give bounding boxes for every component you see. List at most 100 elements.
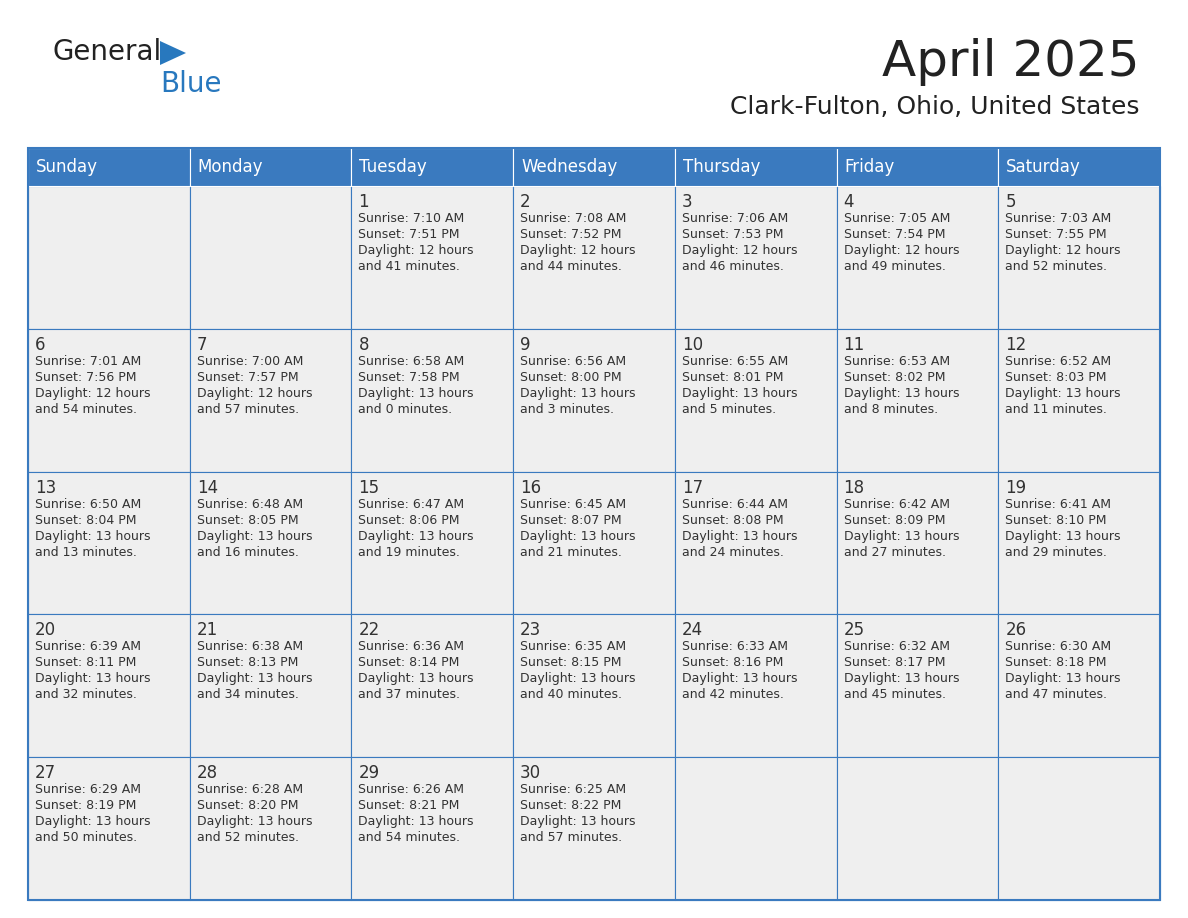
Text: Sunset: 8:07 PM: Sunset: 8:07 PM: [520, 513, 621, 527]
Text: Sunrise: 6:53 AM: Sunrise: 6:53 AM: [843, 354, 949, 368]
Text: Sunset: 8:04 PM: Sunset: 8:04 PM: [34, 513, 137, 527]
Text: 7: 7: [197, 336, 207, 353]
Text: Sunrise: 6:28 AM: Sunrise: 6:28 AM: [197, 783, 303, 796]
Bar: [998, 329, 1159, 472]
Text: Sunrise: 7:00 AM: Sunrise: 7:00 AM: [197, 354, 303, 368]
Bar: [352, 757, 513, 900]
Text: Daylight: 13 hours: Daylight: 13 hours: [359, 530, 474, 543]
Text: 14: 14: [197, 478, 217, 497]
Text: and 24 minutes.: and 24 minutes.: [682, 545, 784, 558]
Text: Blue: Blue: [160, 70, 221, 98]
Bar: [190, 186, 352, 329]
Text: 10: 10: [682, 336, 703, 353]
Text: 26: 26: [1005, 621, 1026, 640]
Text: Sunrise: 6:45 AM: Sunrise: 6:45 AM: [520, 498, 626, 510]
Text: and 5 minutes.: and 5 minutes.: [682, 403, 776, 416]
Text: Sunday: Sunday: [36, 158, 97, 176]
Text: Sunset: 8:10 PM: Sunset: 8:10 PM: [1005, 513, 1107, 527]
Text: Sunset: 8:16 PM: Sunset: 8:16 PM: [682, 656, 783, 669]
Text: 2: 2: [520, 193, 531, 211]
Text: 22: 22: [359, 621, 380, 640]
Text: and 37 minutes.: and 37 minutes.: [359, 688, 461, 701]
Bar: [836, 186, 998, 329]
Text: Sunset: 8:01 PM: Sunset: 8:01 PM: [682, 371, 783, 384]
Bar: [190, 329, 352, 472]
Text: Sunrise: 6:55 AM: Sunrise: 6:55 AM: [682, 354, 788, 368]
Text: Sunrise: 7:10 AM: Sunrise: 7:10 AM: [359, 212, 465, 225]
Text: and 57 minutes.: and 57 minutes.: [197, 403, 299, 416]
Text: Daylight: 13 hours: Daylight: 13 hours: [843, 386, 959, 400]
Text: and 52 minutes.: and 52 minutes.: [197, 831, 298, 845]
Text: Sunset: 8:19 PM: Sunset: 8:19 PM: [34, 800, 137, 812]
Text: Daylight: 13 hours: Daylight: 13 hours: [197, 530, 312, 543]
Text: Sunset: 8:00 PM: Sunset: 8:00 PM: [520, 371, 621, 384]
Text: 13: 13: [34, 478, 56, 497]
Text: 4: 4: [843, 193, 854, 211]
Text: and 16 minutes.: and 16 minutes.: [197, 545, 298, 558]
Text: and 0 minutes.: and 0 minutes.: [359, 403, 453, 416]
Text: 30: 30: [520, 764, 542, 782]
Text: 29: 29: [359, 764, 379, 782]
Text: Sunset: 8:15 PM: Sunset: 8:15 PM: [520, 656, 621, 669]
Text: and 42 minutes.: and 42 minutes.: [682, 688, 784, 701]
Text: and 45 minutes.: and 45 minutes.: [843, 688, 946, 701]
Bar: [352, 148, 513, 186]
Text: Sunrise: 6:58 AM: Sunrise: 6:58 AM: [359, 354, 465, 368]
Text: 23: 23: [520, 621, 542, 640]
Text: 15: 15: [359, 478, 379, 497]
Text: Sunset: 8:22 PM: Sunset: 8:22 PM: [520, 800, 621, 812]
Text: 6: 6: [34, 336, 45, 353]
Bar: [998, 148, 1159, 186]
Bar: [190, 614, 352, 757]
Text: Daylight: 13 hours: Daylight: 13 hours: [197, 815, 312, 828]
Text: 27: 27: [34, 764, 56, 782]
Text: Sunset: 7:52 PM: Sunset: 7:52 PM: [520, 228, 621, 241]
Text: and 44 minutes.: and 44 minutes.: [520, 260, 623, 273]
Text: Clark-Fulton, Ohio, United States: Clark-Fulton, Ohio, United States: [731, 95, 1140, 119]
Text: Daylight: 13 hours: Daylight: 13 hours: [1005, 386, 1120, 400]
Text: Daylight: 13 hours: Daylight: 13 hours: [1005, 530, 1120, 543]
Text: Daylight: 13 hours: Daylight: 13 hours: [520, 530, 636, 543]
Text: Sunset: 7:53 PM: Sunset: 7:53 PM: [682, 228, 783, 241]
Text: Sunrise: 6:25 AM: Sunrise: 6:25 AM: [520, 783, 626, 796]
Text: Sunset: 8:09 PM: Sunset: 8:09 PM: [843, 513, 946, 527]
Text: and 34 minutes.: and 34 minutes.: [197, 688, 298, 701]
Text: Sunrise: 6:52 AM: Sunrise: 6:52 AM: [1005, 354, 1112, 368]
Text: Daylight: 13 hours: Daylight: 13 hours: [682, 386, 797, 400]
Bar: [352, 472, 513, 614]
Text: and 54 minutes.: and 54 minutes.: [359, 831, 461, 845]
Text: Friday: Friday: [845, 158, 895, 176]
Bar: [513, 329, 675, 472]
Text: Sunrise: 6:33 AM: Sunrise: 6:33 AM: [682, 641, 788, 654]
Text: 20: 20: [34, 621, 56, 640]
Bar: [513, 472, 675, 614]
Bar: [675, 148, 836, 186]
Text: 16: 16: [520, 478, 542, 497]
Text: Sunset: 8:17 PM: Sunset: 8:17 PM: [843, 656, 946, 669]
Text: 3: 3: [682, 193, 693, 211]
Bar: [836, 329, 998, 472]
Text: and 21 minutes.: and 21 minutes.: [520, 545, 623, 558]
Bar: [675, 472, 836, 614]
Bar: [675, 757, 836, 900]
Text: Sunrise: 6:36 AM: Sunrise: 6:36 AM: [359, 641, 465, 654]
Bar: [29, 614, 190, 757]
Text: and 52 minutes.: and 52 minutes.: [1005, 260, 1107, 273]
Text: Sunset: 8:14 PM: Sunset: 8:14 PM: [359, 656, 460, 669]
Text: Sunrise: 6:44 AM: Sunrise: 6:44 AM: [682, 498, 788, 510]
Text: Daylight: 13 hours: Daylight: 13 hours: [843, 530, 959, 543]
Text: Sunset: 8:05 PM: Sunset: 8:05 PM: [197, 513, 298, 527]
Text: Sunrise: 6:35 AM: Sunrise: 6:35 AM: [520, 641, 626, 654]
Bar: [998, 614, 1159, 757]
Bar: [190, 472, 352, 614]
Text: and 27 minutes.: and 27 minutes.: [843, 545, 946, 558]
Text: and 32 minutes.: and 32 minutes.: [34, 688, 137, 701]
Text: Sunrise: 6:47 AM: Sunrise: 6:47 AM: [359, 498, 465, 510]
Bar: [29, 472, 190, 614]
Text: Daylight: 13 hours: Daylight: 13 hours: [682, 672, 797, 686]
Text: Daylight: 12 hours: Daylight: 12 hours: [520, 244, 636, 257]
Text: and 41 minutes.: and 41 minutes.: [359, 260, 460, 273]
Bar: [190, 757, 352, 900]
Text: Daylight: 13 hours: Daylight: 13 hours: [520, 672, 636, 686]
Text: Sunset: 8:21 PM: Sunset: 8:21 PM: [359, 800, 460, 812]
